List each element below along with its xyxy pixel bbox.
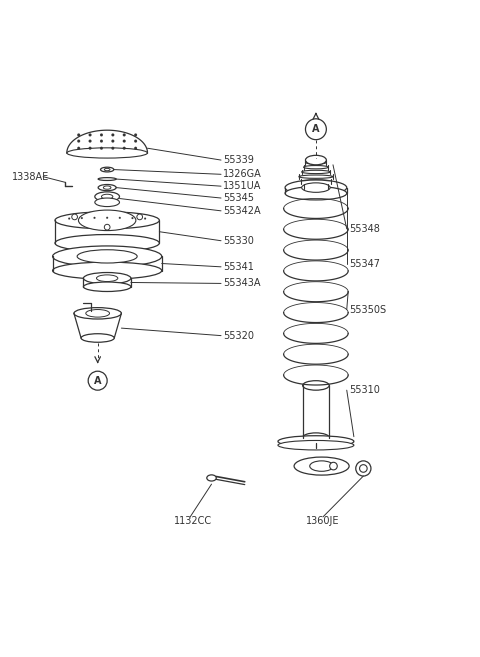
Ellipse shape — [285, 187, 347, 200]
Ellipse shape — [285, 180, 347, 195]
Text: 55343A: 55343A — [223, 279, 261, 288]
Ellipse shape — [278, 436, 354, 447]
Circle shape — [144, 217, 146, 219]
Text: 55345: 55345 — [223, 193, 254, 203]
Text: 1360JE: 1360JE — [306, 516, 340, 526]
Ellipse shape — [104, 168, 110, 171]
Circle shape — [77, 147, 80, 150]
Ellipse shape — [95, 198, 120, 206]
Circle shape — [123, 147, 126, 150]
Text: 55320: 55320 — [223, 330, 254, 340]
Ellipse shape — [53, 246, 162, 267]
Ellipse shape — [301, 170, 330, 173]
Text: 55348: 55348 — [349, 224, 380, 234]
Circle shape — [111, 133, 114, 137]
Circle shape — [89, 133, 92, 137]
Ellipse shape — [67, 148, 147, 158]
Ellipse shape — [55, 212, 159, 229]
Circle shape — [100, 147, 103, 150]
Ellipse shape — [74, 307, 121, 319]
Ellipse shape — [303, 166, 328, 169]
Ellipse shape — [77, 250, 137, 263]
Ellipse shape — [84, 282, 131, 292]
Circle shape — [356, 461, 371, 476]
Circle shape — [132, 217, 133, 219]
Circle shape — [111, 147, 114, 150]
Circle shape — [100, 140, 103, 143]
Circle shape — [134, 133, 137, 137]
Text: 55350S: 55350S — [349, 305, 386, 315]
Ellipse shape — [103, 186, 111, 189]
Circle shape — [123, 140, 126, 143]
Circle shape — [77, 140, 80, 143]
Ellipse shape — [96, 275, 118, 282]
Circle shape — [137, 214, 143, 219]
Ellipse shape — [302, 380, 329, 390]
Text: 55310: 55310 — [349, 385, 380, 395]
Ellipse shape — [303, 184, 328, 193]
Circle shape — [100, 133, 103, 137]
Circle shape — [123, 133, 126, 137]
Ellipse shape — [81, 334, 114, 342]
Ellipse shape — [310, 461, 334, 471]
Text: 55330: 55330 — [223, 236, 254, 246]
Ellipse shape — [301, 180, 331, 183]
Text: 1351UA: 1351UA — [223, 181, 262, 191]
Text: 55342A: 55342A — [223, 206, 261, 216]
Text: A: A — [312, 124, 320, 134]
Ellipse shape — [78, 210, 136, 231]
Ellipse shape — [302, 433, 329, 442]
Text: A: A — [94, 376, 101, 386]
Text: 1132CC: 1132CC — [174, 516, 212, 526]
Text: 55341: 55341 — [223, 262, 254, 272]
Ellipse shape — [294, 457, 349, 475]
Text: 55339: 55339 — [223, 155, 254, 165]
Ellipse shape — [53, 262, 162, 279]
Ellipse shape — [98, 177, 116, 181]
Ellipse shape — [207, 475, 216, 481]
Ellipse shape — [305, 161, 326, 164]
Ellipse shape — [55, 235, 159, 252]
Circle shape — [111, 140, 114, 143]
Text: 1326GA: 1326GA — [223, 170, 262, 179]
Ellipse shape — [95, 192, 120, 201]
Circle shape — [72, 214, 77, 219]
Circle shape — [104, 224, 110, 230]
Text: 1338AE: 1338AE — [12, 171, 49, 182]
Ellipse shape — [101, 194, 113, 199]
Circle shape — [77, 133, 80, 137]
Ellipse shape — [278, 440, 354, 450]
Ellipse shape — [305, 155, 326, 165]
Ellipse shape — [100, 167, 114, 172]
Circle shape — [134, 140, 137, 143]
Circle shape — [360, 464, 367, 472]
Circle shape — [106, 217, 108, 219]
Circle shape — [89, 140, 92, 143]
Circle shape — [81, 217, 83, 219]
Ellipse shape — [86, 309, 109, 317]
Circle shape — [94, 217, 96, 219]
Ellipse shape — [84, 273, 131, 284]
Circle shape — [119, 217, 121, 219]
Circle shape — [68, 217, 70, 219]
Circle shape — [134, 147, 137, 150]
Circle shape — [89, 147, 92, 150]
Ellipse shape — [301, 183, 330, 193]
Ellipse shape — [299, 175, 333, 178]
Circle shape — [330, 463, 337, 470]
Ellipse shape — [98, 185, 116, 191]
Ellipse shape — [303, 185, 328, 188]
Text: 55347: 55347 — [349, 260, 380, 269]
